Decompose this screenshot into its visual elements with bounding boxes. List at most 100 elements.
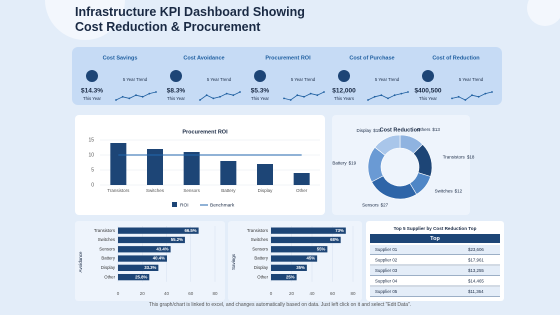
y-tick-label: Transistors	[94, 228, 115, 233]
table-cell: Supplier 01	[375, 247, 398, 252]
x-tick-label: Battery	[221, 188, 236, 193]
bar	[293, 173, 310, 185]
bar	[110, 143, 127, 185]
value-label: 68%	[330, 237, 339, 242]
bar	[118, 274, 150, 281]
kpi-spark-dot	[115, 99, 117, 101]
bar	[271, 246, 328, 253]
kpi-trend-label: 5 Year Trend	[123, 77, 148, 82]
bar	[257, 164, 273, 185]
kpi-spark-dot	[373, 95, 376, 98]
table-row-bg	[370, 276, 500, 286]
table-cell: Supplier 05	[375, 289, 398, 294]
value-label: 55.2%	[171, 237, 183, 242]
x-tick-label: 20	[140, 291, 146, 296]
table-row-bg	[370, 287, 500, 297]
kpi-spark-dot	[400, 92, 403, 95]
y-tick-label: Switches	[251, 237, 268, 242]
bar	[271, 236, 341, 244]
table-cell: Supplier 04	[375, 279, 398, 284]
table-row-bg	[370, 245, 500, 255]
value-label: 33.3%	[144, 265, 156, 270]
bar	[147, 149, 163, 185]
kpi-icon	[86, 70, 98, 82]
value-label: 35%	[296, 265, 305, 270]
x-tick-label: 80	[350, 291, 356, 296]
value-label: $27	[381, 203, 389, 208]
kpi-spark-dot	[471, 94, 473, 97]
value-label: 55%	[317, 246, 326, 251]
kpi-label: Cost Avoidance	[183, 55, 224, 61]
bar	[118, 236, 185, 244]
kpi-value: $12,000	[332, 88, 356, 95]
y-tick-label: Switches	[98, 237, 115, 242]
kpi-period: This Years	[334, 96, 354, 101]
table-cell: Supplier 03	[375, 268, 398, 273]
kpi-icon	[338, 70, 350, 82]
value-label: $15	[373, 128, 381, 133]
table-cell: $23,606	[468, 247, 484, 252]
footer: This graph/chart is linked to excel, and…	[148, 302, 412, 308]
table-cell: $11,364	[468, 289, 484, 294]
kpi-period: This Year	[83, 96, 101, 101]
kpi-value: $14.3%	[81, 88, 103, 95]
kpi-spark-dot	[323, 91, 325, 93]
y-tick-label: Display	[254, 265, 269, 270]
legend-label: ROI	[180, 202, 189, 208]
bar	[271, 264, 307, 271]
x-tick-label: 0	[270, 291, 273, 296]
kpi-spark-dot	[491, 91, 493, 93]
value-label: 45%	[307, 256, 316, 261]
bar	[271, 227, 346, 234]
kpi-label: Cost of Reduction	[432, 55, 480, 61]
kpi-spark-dot	[296, 94, 299, 97]
x-tick-label: Other	[296, 188, 308, 193]
y-tick-label: Display	[101, 265, 116, 270]
x-tick-label: 0	[117, 291, 120, 296]
kpi-spark-dot	[212, 97, 215, 100]
value-label: $13	[432, 127, 440, 132]
bar	[118, 246, 171, 253]
panel	[332, 115, 470, 215]
value-label: 25%	[286, 274, 295, 279]
title: Infrastructure KPI Dashboard Showing Cos…	[75, 5, 305, 34]
kpi-spark-dot	[393, 94, 396, 97]
y-tick-label: 10	[88, 152, 94, 158]
category-label: Display	[356, 128, 372, 133]
donut-label: Battery $19	[332, 161, 356, 166]
category-label: Battery	[332, 161, 347, 166]
kpi-spark-dot	[148, 92, 151, 95]
kpi-spark-dot	[283, 97, 285, 100]
y-tick-label: 15	[88, 137, 94, 143]
donut-label: Others $13	[417, 127, 441, 132]
bar	[271, 274, 297, 281]
donut-label: Display $15	[356, 128, 381, 133]
category-label: Switches	[435, 189, 454, 194]
donut-label: Sensors $27	[362, 203, 389, 208]
kpi-value: $5.3%	[251, 88, 270, 95]
value-label: $12	[455, 189, 463, 194]
x-tick-label: Switches	[146, 188, 165, 193]
kpi-spark-dot	[155, 91, 157, 93]
kpi-band	[72, 47, 502, 105]
x-tick-label: Display	[258, 188, 274, 193]
kpi-value: $400,500	[414, 88, 441, 95]
value-label: 73%	[335, 228, 344, 233]
chart-title: Cost Reduction	[380, 127, 421, 133]
table-header-bg	[370, 234, 500, 243]
kpi-spark-dot	[380, 94, 383, 97]
x-tick-label: 80	[212, 291, 218, 296]
bar	[118, 264, 159, 271]
bar	[183, 152, 200, 185]
bar	[220, 161, 237, 185]
value-label: $18	[467, 155, 475, 160]
kpi-spark-dot	[225, 92, 228, 95]
kpi-trend-label: 5 Year Trend	[291, 77, 316, 82]
kpi-spark-dot	[484, 92, 487, 95]
kpi-spark-dot	[464, 99, 467, 101]
y-tick-label: 0	[91, 182, 94, 188]
value-label: 66.5%	[184, 228, 196, 233]
kpi-icon	[254, 70, 266, 82]
category-label: Transistors	[443, 155, 466, 160]
